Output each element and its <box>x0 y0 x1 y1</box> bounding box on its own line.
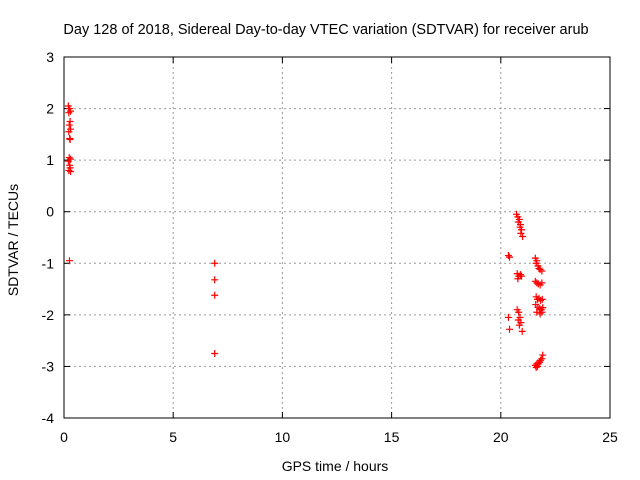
data-point <box>211 276 219 284</box>
data-point <box>538 355 546 363</box>
y-tick-label: -1 <box>42 255 55 271</box>
data-point <box>518 327 526 335</box>
data-point <box>65 154 73 162</box>
y-tick-label: -3 <box>42 358 55 374</box>
y-tick-label: 2 <box>46 101 54 117</box>
y-tick-label: 1 <box>46 152 54 168</box>
data-point <box>533 360 541 368</box>
data-point <box>65 109 73 117</box>
data-point <box>211 291 219 299</box>
data-point <box>518 226 526 234</box>
data-point <box>538 267 546 275</box>
y-axis: 3 2 1 0 -1 -2 -3 -4 <box>42 49 610 426</box>
x-tick-label: 15 <box>384 429 400 445</box>
data-point <box>515 308 523 316</box>
data-point <box>211 350 219 358</box>
x-tick-label: 10 <box>275 429 291 445</box>
x-axis: 0 5 10 15 20 25 <box>60 57 618 445</box>
y-tick-label: 3 <box>46 49 54 65</box>
data-point <box>517 229 525 237</box>
data-point <box>65 128 73 136</box>
data-point <box>66 136 74 144</box>
data-point <box>537 356 545 364</box>
data-point <box>538 295 546 303</box>
data-point <box>536 310 544 318</box>
data-point <box>532 259 540 267</box>
plot-frame <box>63 56 611 419</box>
data-point <box>211 259 219 267</box>
data-point <box>65 257 73 265</box>
y-tick-label: 0 <box>46 204 54 220</box>
data-point <box>66 117 74 125</box>
x-tick-label: 0 <box>60 429 68 445</box>
data-point <box>67 167 75 175</box>
y-axis-label: SDTVAR / TECUs <box>5 184 21 296</box>
data-point <box>504 313 512 321</box>
data-point <box>506 325 514 333</box>
data-series <box>64 102 547 371</box>
x-tick-label: 25 <box>602 429 618 445</box>
data-point <box>515 321 523 329</box>
data-point <box>506 253 514 261</box>
y-tick-label: -2 <box>42 307 55 323</box>
x-tick-label: 20 <box>493 429 509 445</box>
data-point <box>65 121 73 129</box>
data-point <box>539 304 547 312</box>
data-point <box>514 275 522 283</box>
chart-title: Day 128 of 2018, Sidereal Day-to-day VTE… <box>63 22 588 38</box>
data-point <box>504 252 512 260</box>
data-point <box>519 232 527 240</box>
data-point <box>539 351 547 359</box>
x-axis-label: GPS time / hours <box>282 458 389 474</box>
y-tick-label: -4 <box>42 410 55 426</box>
data-point <box>538 308 546 316</box>
grid-lines <box>64 57 610 418</box>
data-point <box>538 279 546 287</box>
x-tick-label: 5 <box>169 429 177 445</box>
data-point <box>518 272 526 280</box>
data-point <box>516 271 524 279</box>
data-point <box>532 363 540 371</box>
data-point <box>64 157 72 165</box>
